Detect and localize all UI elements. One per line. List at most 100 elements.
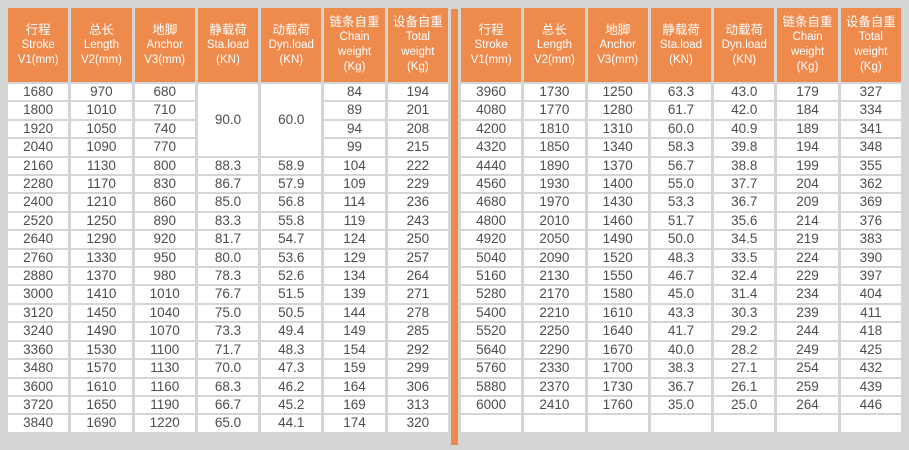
table-cell: 119 <box>324 212 385 230</box>
column-header-line: (KN) <box>669 53 693 66</box>
table-cell <box>587 415 648 432</box>
table-cell: 2250 <box>524 323 585 340</box>
column-header: 设备自重 Total weight (Kg) <box>840 8 901 82</box>
table-cell: 199 <box>777 157 838 175</box>
table-cell: 159 <box>324 360 385 377</box>
table-row: 4080 1770 1280 61.7 42.0 184 334 <box>461 102 901 119</box>
table-cell: 2760 <box>8 249 69 267</box>
table-cell: 2370 <box>524 378 585 395</box>
column-header-line: Dyn.load <box>268 38 314 51</box>
table-cell: 48.3 <box>261 341 322 359</box>
column-header-line: V3(mm) <box>597 53 639 66</box>
table-row: 4920 2050 1490 50.0 34.5 219 383 <box>461 231 901 248</box>
table-cell: 81.7 <box>197 231 259 248</box>
table-cell: 219 <box>777 231 838 248</box>
table-cell: 970 <box>71 84 132 101</box>
table-cell: 1800 <box>8 102 69 119</box>
table-cell: 144 <box>324 304 385 322</box>
table-cell: 164 <box>324 378 385 395</box>
center-divider <box>451 8 458 445</box>
spec-table-left: 行程 Stroke V1(mm) 总长 Length V2(mm) 地脚 Anchor V3(m… <box>5 6 451 434</box>
table-cell: 2330 <box>524 360 585 377</box>
table-cell: 83.3 <box>197 212 259 230</box>
table-cell: 38.3 <box>650 360 712 377</box>
table-row: 3720 1650 1190 66.7 45.2 169 313 <box>8 396 448 414</box>
table-cell: 174 <box>324 415 385 432</box>
table-cell: 43.0 <box>714 84 775 101</box>
table-cell: 234 <box>777 286 838 303</box>
table-cell: 80.0 <box>197 249 259 267</box>
column-header: 静载荷 Sta.load (KN) <box>650 8 712 82</box>
table-cell: 4560 <box>461 176 522 193</box>
table-cell: 2520 <box>8 212 69 230</box>
table-cell: 1810 <box>524 120 585 138</box>
table-cell: 2640 <box>8 231 69 248</box>
table-cell: 68.3 <box>197 378 259 395</box>
table-cell: 2170 <box>524 286 585 303</box>
table-cell: 48.3 <box>650 249 712 267</box>
spec-table-right: 行程 Stroke V1(mm) 总长 Length V2(mm) 地脚 Anchor V3(m… <box>458 6 904 434</box>
table-cell: 45.2 <box>261 396 322 414</box>
table-row: 3120 1450 1040 75.0 50.5 144 278 <box>8 304 448 322</box>
table-cell: 56.8 <box>261 194 322 211</box>
table-cell: 70.0 <box>197 360 259 377</box>
table-cell: 1550 <box>587 268 648 285</box>
table-cell: 5400 <box>461 304 522 322</box>
table-cell: 42.0 <box>714 102 775 119</box>
left-table-wrap: 行程 Stroke V1(mm) 总长 Length V2(mm) 地脚 Anchor V3(m… <box>5 6 451 434</box>
table-cell: 1670 <box>587 341 648 359</box>
table-cell: 5640 <box>461 341 522 359</box>
table-cell: 3600 <box>8 378 69 395</box>
table-row: 5520 2250 1640 41.7 29.2 244 418 <box>461 323 901 340</box>
table-cell: 2160 <box>8 157 69 175</box>
table-cell: 4440 <box>461 157 522 175</box>
table-cell: 3960 <box>461 84 522 101</box>
column-header-line: Anchor <box>599 38 636 51</box>
table-row: 5640 2290 1670 40.0 28.2 249 425 <box>461 341 901 359</box>
table-cell <box>777 415 838 432</box>
table-cell: 149 <box>324 323 385 340</box>
table-cell: 411 <box>840 304 901 322</box>
table-cell: 29.2 <box>714 323 775 340</box>
table-cell: 278 <box>387 304 448 322</box>
column-header-line: weight <box>790 46 825 58</box>
column-header-line: Sta.load <box>206 38 250 51</box>
table-row: 4440 1890 1370 56.7 38.8 199 355 <box>461 157 901 175</box>
table-row: 5880 2370 1730 36.7 26.1 259 439 <box>461 378 901 395</box>
table-cell: 1490 <box>587 231 648 248</box>
table-cell: 94 <box>324 120 385 138</box>
table-cell: 99 <box>324 139 385 156</box>
table-cell: 1100 <box>134 341 195 359</box>
table-cell: 75.0 <box>197 304 259 322</box>
table-cell: 32.4 <box>714 268 775 285</box>
column-header-line: Dyn.load <box>721 38 767 51</box>
table-cell: 313 <box>387 396 448 414</box>
table-cell: 35.6 <box>714 212 775 230</box>
table-cell: 2210 <box>524 304 585 322</box>
table-cell: 51.7 <box>650 212 712 230</box>
table-row: 2520 1250 890 83.3 55.8 119 243 <box>8 212 448 230</box>
table-cell: 5160 <box>461 268 522 285</box>
column-header-line: 行程 <box>478 22 504 37</box>
table-cell: 1610 <box>71 378 132 395</box>
table-cell: 1920 <box>8 120 69 138</box>
table-cell: 446 <box>840 396 901 414</box>
table-cell <box>650 415 712 432</box>
table-cell: 1610 <box>587 304 648 322</box>
table-cell: 740 <box>134 120 195 138</box>
table-cell <box>524 415 585 432</box>
column-header: 链条自重 Chain weight (Kg) <box>324 8 385 82</box>
table-cell: 5040 <box>461 249 522 267</box>
table-cell: 189 <box>777 120 838 138</box>
table-row: 5040 2090 1520 48.3 33.5 224 390 <box>461 249 901 267</box>
table-cell: 3120 <box>8 304 69 322</box>
table-cell: 292 <box>387 341 448 359</box>
table-cell: 299 <box>387 360 448 377</box>
table-row: 5160 2130 1550 46.7 32.4 229 397 <box>461 268 901 285</box>
column-header-line: 总长 <box>541 22 567 37</box>
table-cell: 63.3 <box>650 84 712 101</box>
table-cell: 1930 <box>524 176 585 193</box>
table-cell: 3240 <box>8 323 69 340</box>
table-cell: 950 <box>134 249 195 267</box>
table-cell: 179 <box>777 84 838 101</box>
